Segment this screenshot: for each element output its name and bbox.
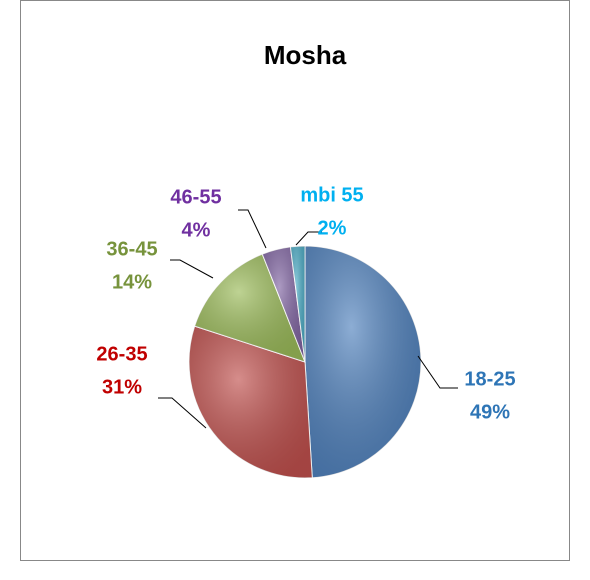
chart-title: Mosha [264, 40, 347, 70]
data-label-value: 4% [182, 219, 211, 241]
data-label-value: 49% [470, 401, 510, 423]
data-label-value: 14% [112, 271, 152, 293]
leader-line [417, 355, 458, 389]
data-label-category: 26-35 [96, 343, 147, 365]
leader-line [158, 397, 207, 429]
data-label-value: 2% [318, 217, 347, 239]
leader-line [170, 259, 214, 279]
leader-line [295, 231, 322, 246]
data-label-category: mbi 55 [300, 184, 363, 206]
data-label-category: 18-25 [464, 368, 515, 390]
leader-line [238, 209, 267, 249]
data-label-value: 31% [102, 376, 142, 398]
data-label-category: 46-55 [170, 186, 221, 208]
data-label-category: 36-45 [106, 238, 157, 260]
pie [188, 245, 422, 479]
